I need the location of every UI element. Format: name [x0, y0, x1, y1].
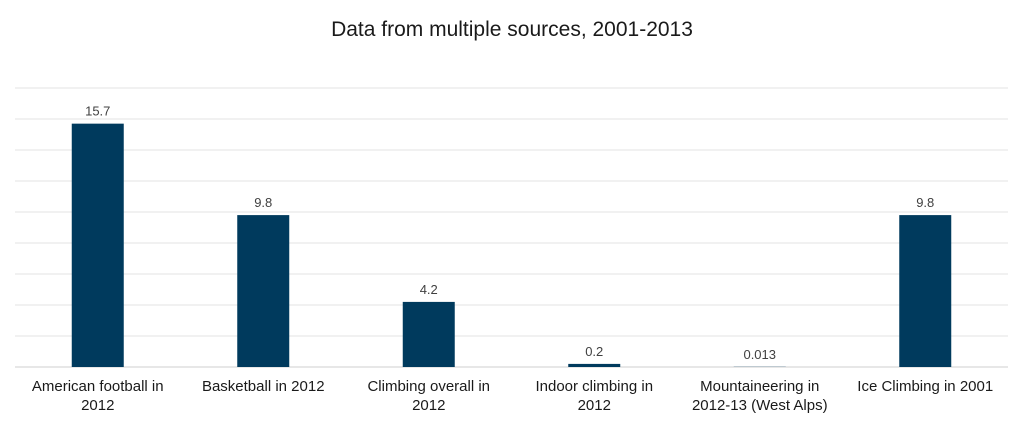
chart-title: Data from multiple sources, 2001-2013	[331, 18, 693, 41]
data-label: 0.2	[585, 344, 603, 359]
category-label-line: 2012-13 (West Alps)	[692, 397, 828, 414]
category-label: Indoor climbing in 2012	[535, 378, 653, 414]
category-label-line: Climbing overall in	[367, 378, 490, 395]
data-labels: 15.7 9.8 4.2 0.2 0.013 9.8	[85, 104, 934, 362]
category-label: Mountaineering in 2012-13 (West Alps)	[692, 378, 828, 414]
data-label: 0.013	[743, 347, 776, 362]
category-label: American football in 2012	[32, 378, 164, 414]
data-label: 9.8	[916, 195, 934, 210]
bar	[71, 123, 124, 368]
category-label-line: American football in	[32, 378, 164, 395]
data-label: 9.8	[254, 195, 272, 210]
category-label-line: 2012	[578, 397, 611, 414]
category-label-line: 2012	[412, 397, 445, 414]
category-labels: American football in 2012 Basketball in 20…	[32, 378, 993, 414]
bar	[568, 363, 621, 367]
data-label: 15.7	[85, 104, 110, 119]
category-label-line: Basketball in 2012	[202, 378, 325, 395]
bars	[71, 123, 952, 368]
bar	[899, 215, 952, 367]
category-label: Basketball in 2012	[202, 378, 325, 395]
category-label-line: 2012	[81, 397, 114, 414]
bar	[237, 215, 290, 367]
gridlines	[15, 87, 1008, 368]
data-label: 4.2	[420, 282, 438, 297]
category-label: Climbing overall in 2012	[367, 378, 490, 414]
category-label-line: Ice Climbing in 2001	[857, 378, 993, 395]
category-label: Ice Climbing in 2001	[857, 378, 993, 395]
category-label-line: Mountaineering in	[700, 378, 819, 395]
category-label-line: Indoor climbing in	[535, 378, 653, 395]
bar	[402, 301, 455, 367]
